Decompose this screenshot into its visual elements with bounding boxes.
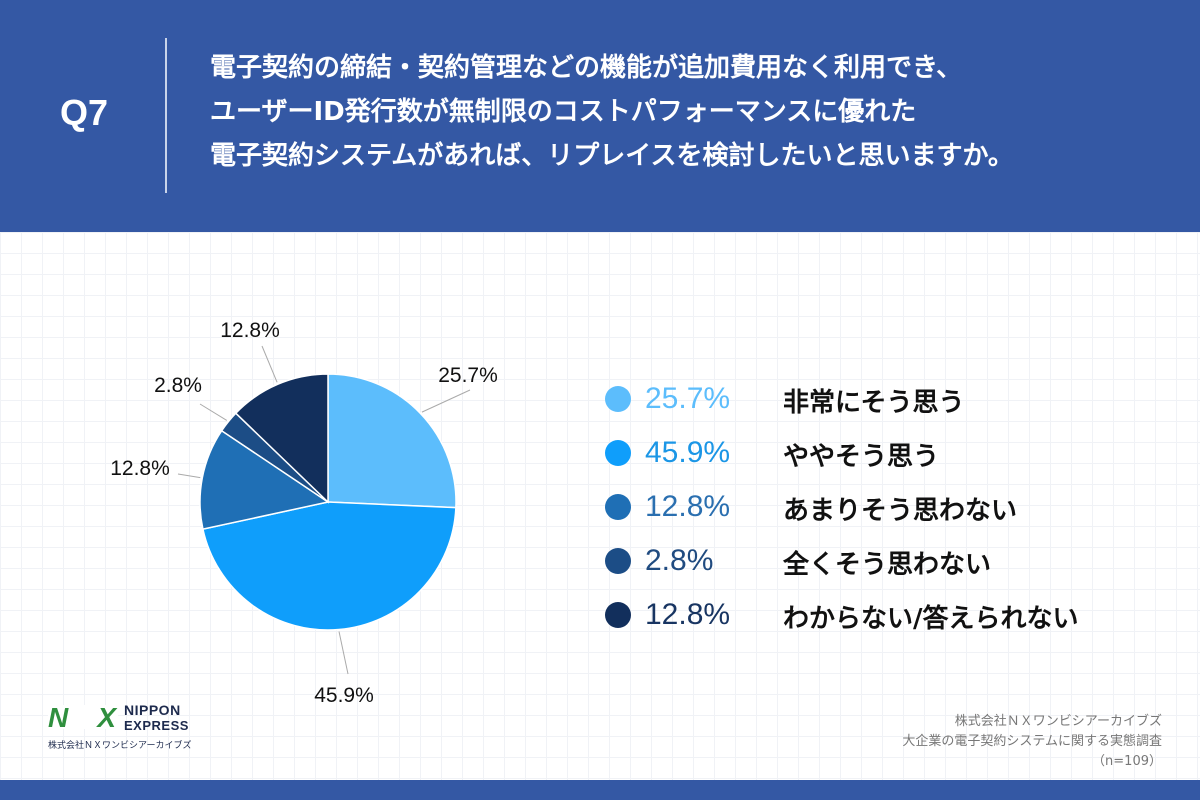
legend-label: わからない/答えられない (783, 604, 1079, 634)
slice-label: 12.8% (220, 319, 280, 342)
pie-slice (202, 501, 457, 631)
pie-slice (327, 373, 457, 509)
legend-dot (605, 602, 631, 628)
legend-dot (605, 494, 631, 520)
logo-company: 株式会社ＮＸワンビシアーカイブズ (48, 741, 192, 751)
legend-label: あまりそう思わない (783, 496, 1018, 526)
slice-label: 12.8% (110, 457, 170, 480)
legend-percent: 12.8% (645, 598, 731, 631)
legend-percent: 12.8% (645, 490, 731, 523)
leader-line (421, 389, 471, 413)
question-text: 電子契約の締結・契約管理などの機能が追加費用なく利用でき、 ユーザーID発行数が… (210, 46, 1170, 178)
leader-line (177, 473, 201, 479)
legend-percent: 2.8% (645, 544, 714, 577)
legend-percent: 45.9% (645, 436, 731, 469)
legend-dot (605, 386, 631, 412)
nx-logo-icon: NX (48, 705, 118, 729)
slice-label: 25.7% (438, 364, 498, 387)
legend-percent: 25.7% (645, 382, 731, 415)
legend-label: ややそう思う (783, 442, 940, 472)
question-line: 電子契約システムがあれば、リプレイスを検討したいと思いますか。 (210, 141, 1014, 171)
pie-slice (234, 373, 329, 504)
leader-line (338, 631, 349, 675)
leader-line (199, 403, 228, 421)
pie-slice (199, 429, 330, 531)
slice-label: 45.9% (314, 684, 374, 707)
legend-dot (605, 440, 631, 466)
chart-panel: 25.7% 45.9% 12.8% 2.8% 12.8% 25.7% 非常にそう思う 4… (0, 232, 1200, 780)
question-number: Q7 (60, 92, 109, 133)
legend-label: 非常にそう思う (783, 388, 965, 418)
pie-chart: 25.7% 45.9% 12.8% 2.8% 12.8% (110, 319, 498, 707)
slice-label: 2.8% (154, 374, 202, 397)
source-note: 株式会社ＮＸワンビシアーカイブズ 大企業の電子契約システムに関する実態調査 （n… (902, 712, 1162, 772)
header: Q7 電子契約の締結・契約管理などの機能が追加費用なく利用でき、 ユーザーID発… (0, 0, 1200, 232)
question-line: 電子契約の締結・契約管理などの機能が追加費用なく利用でき、 (210, 53, 963, 83)
logo-name-line2: EXPRESS (124, 718, 189, 733)
source-survey: 大企業の電子契約システムに関する実態調査 (902, 734, 1162, 749)
divider (165, 38, 167, 193)
legend-label: 全くそう思わない (783, 550, 992, 580)
source-company: 株式会社ＮＸワンビシアーカイブズ (954, 714, 1162, 729)
source-sample: （n=109） (1092, 754, 1162, 769)
leader-line (261, 345, 278, 383)
legend-dot (605, 548, 631, 574)
question-line: ユーザーID発行数が無制限のコストパフォーマンスに優れた (210, 97, 917, 127)
logo-name-line1: NIPPON (124, 702, 181, 718)
